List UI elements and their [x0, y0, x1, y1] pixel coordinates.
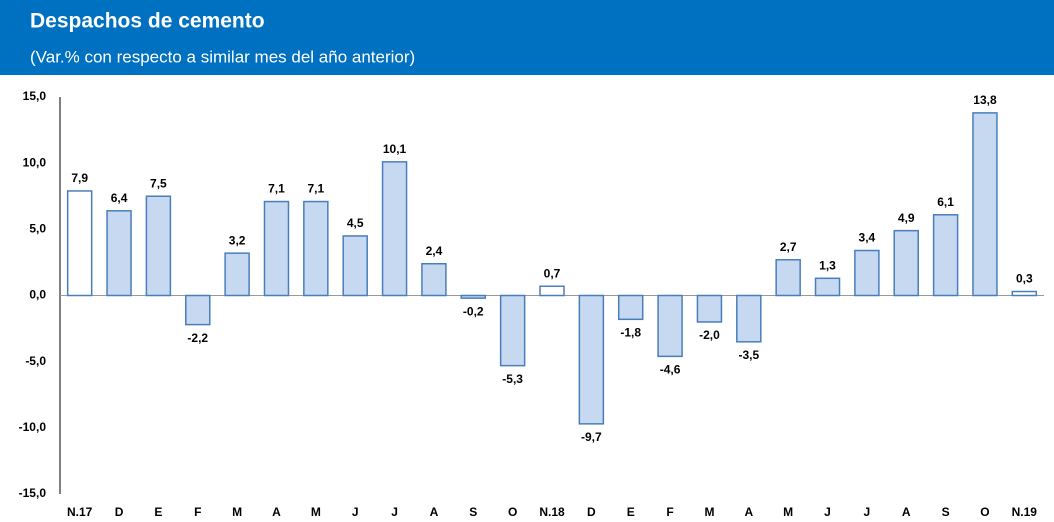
value-label: 2,4 [426, 244, 443, 258]
x-tick-label: J [352, 505, 359, 519]
value-label: 0,7 [544, 266, 561, 280]
value-label: -0,2 [463, 304, 484, 318]
value-label: 2,7 [780, 240, 797, 254]
bar [1011, 290, 1038, 297]
bar [696, 294, 723, 323]
bar [893, 229, 919, 297]
x-tick-label: E [627, 505, 635, 519]
value-label: 7,9 [71, 171, 88, 185]
bar [303, 200, 329, 297]
bar [185, 294, 211, 326]
value-label: 4,5 [347, 216, 364, 230]
value-label: -3,5 [738, 348, 759, 362]
chart-subtitle: (Var.% con respecto a similar mes del añ… [30, 47, 415, 66]
bar [578, 294, 605, 425]
y-tick-label: -15,0 [19, 486, 47, 500]
value-label: 1,3 [819, 258, 836, 272]
x-tick-label: J [391, 505, 398, 519]
x-tick-label: M [783, 505, 793, 519]
value-label: 7,1 [307, 182, 324, 196]
x-tick-label: S [942, 505, 950, 519]
bar [263, 200, 290, 297]
y-tick-label: 15,0 [23, 89, 47, 103]
x-tick-label: N.19 [1012, 505, 1038, 519]
x-tick-label: D [115, 505, 124, 519]
x-tick-label: O [508, 505, 517, 519]
x-tick-label: N.18 [539, 505, 565, 519]
value-label: 6,4 [111, 191, 128, 205]
x-tick-label: A [744, 505, 753, 519]
x-tick-label: J [864, 505, 871, 519]
x-tick-label: A [902, 505, 911, 519]
x-tick-label: M [311, 505, 321, 519]
bar [66, 190, 93, 297]
value-label: 7,5 [150, 176, 167, 190]
y-tick-label: 5,0 [29, 222, 46, 236]
bar [736, 294, 762, 343]
value-label: -1,8 [620, 325, 641, 339]
chart-title: Despachos de cemento [30, 10, 265, 33]
x-tick-label: O [980, 505, 989, 519]
value-label: 7,1 [268, 182, 285, 196]
value-label: 3,4 [859, 231, 876, 245]
value-label: 3,2 [229, 233, 246, 247]
bar [854, 249, 880, 297]
x-tick-label: S [469, 505, 477, 519]
bar [775, 259, 801, 297]
bar [381, 161, 408, 297]
value-label: -5,3 [502, 372, 523, 386]
value-label: -2,0 [699, 328, 720, 342]
x-tick-label: E [154, 505, 162, 519]
value-label: -4,6 [660, 363, 681, 377]
header-band [0, 0, 1054, 75]
y-tick-label: -10,0 [19, 420, 47, 434]
x-tick-label: F [194, 505, 201, 519]
value-label: 10,1 [383, 142, 407, 156]
bar [224, 252, 250, 297]
bar [460, 294, 487, 299]
x-tick-label: F [666, 505, 673, 519]
value-label: -2,2 [187, 331, 208, 345]
bar [617, 294, 644, 321]
bar [972, 112, 998, 297]
value-label: 0,3 [1016, 272, 1033, 286]
bar [342, 235, 368, 297]
x-tick-label: M [232, 505, 242, 519]
y-tick-label: 10,0 [23, 155, 47, 169]
bar [421, 262, 447, 297]
x-tick-label: J [824, 505, 831, 519]
bar [499, 294, 526, 367]
y-tick-label: -5,0 [25, 354, 46, 368]
x-tick-label: A [272, 505, 281, 519]
bar [145, 195, 172, 297]
bar [814, 277, 841, 297]
value-label: 13,8 [973, 93, 997, 107]
bar [657, 294, 683, 358]
x-tick-label: M [704, 505, 714, 519]
value-label: -9,7 [581, 430, 602, 444]
x-tick-label: D [587, 505, 596, 519]
value-label: 4,9 [898, 211, 915, 225]
bar [106, 210, 132, 297]
y-tick-label: 0,0 [29, 288, 46, 302]
x-tick-label: A [430, 505, 439, 519]
bar [539, 285, 565, 297]
value-label: 6,1 [937, 195, 954, 209]
x-tick-label: N.17 [67, 505, 93, 519]
bar [932, 214, 959, 297]
